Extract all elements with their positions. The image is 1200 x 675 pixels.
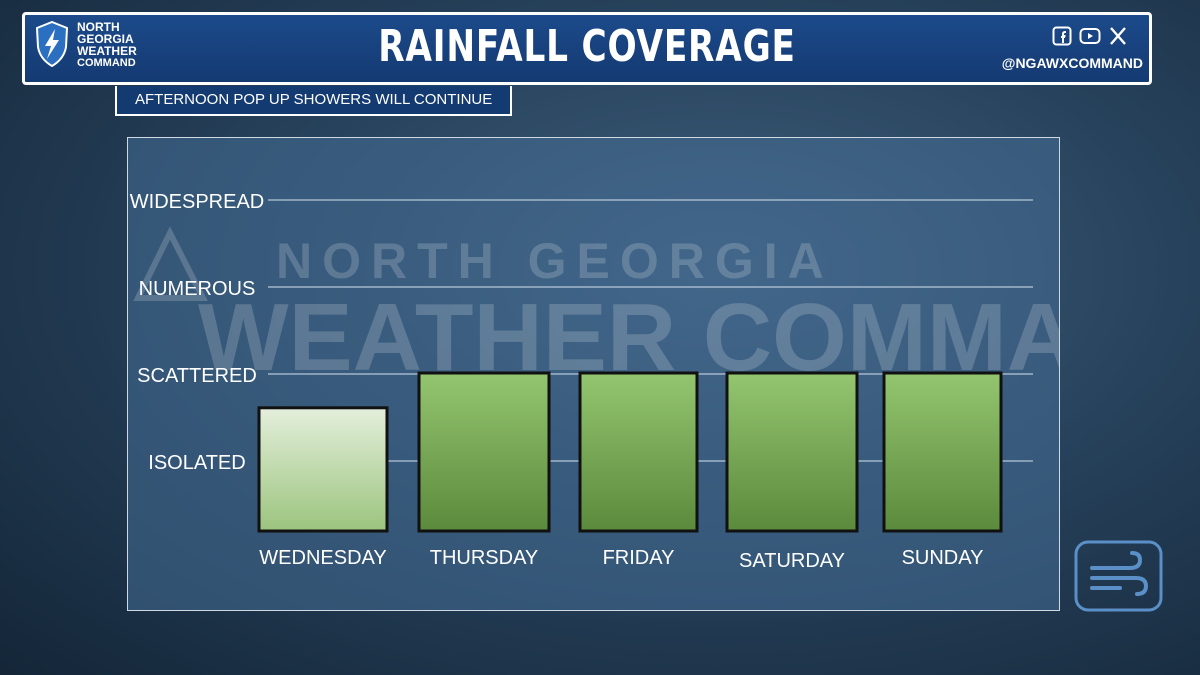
- youtube-icon[interactable]: [1079, 25, 1101, 47]
- y-tick-label: SCATTERED: [137, 365, 257, 387]
- y-tick-label: ISOLATED: [148, 452, 245, 474]
- logo-line: NORTH: [77, 20, 120, 34]
- x-tick-label: SUNDAY: [902, 547, 984, 569]
- logo-text: NORTH GEORGIA WEATHER COMMAND: [77, 21, 137, 69]
- bar-thursday: [417, 371, 551, 533]
- bar-sunday: [882, 371, 1003, 533]
- rainfall-coverage-chart: NORTH GEORGIA WEATHER COMMAND ISOLATED SC…: [130, 191, 1059, 572]
- x-tick-label: FRIDAY: [603, 547, 675, 569]
- watermark-shield-icon: [133, 226, 208, 301]
- social-icons: [1051, 25, 1129, 47]
- wind-icon[interactable]: [1074, 540, 1163, 612]
- x-tick-label: WEDNESDAY: [259, 547, 386, 569]
- header-bar: NORTH GEORGIA WEATHER COMMAND RAINFALL C…: [22, 12, 1152, 85]
- logo-line: GEORGIA: [77, 32, 134, 46]
- x-icon[interactable]: [1107, 25, 1129, 47]
- bar-saturday: [725, 371, 859, 533]
- x-tick-label: THURSDAY: [430, 547, 539, 569]
- logo-line: COMMAND: [77, 57, 136, 69]
- watermark-line1: NORTH GEORGIA: [276, 233, 834, 289]
- watermark: NORTH GEORGIA WEATHER COMMAND: [133, 226, 1059, 391]
- chart-panel: NORTH GEORGIA WEATHER COMMAND ISOLATED SC…: [127, 137, 1060, 611]
- bar-wednesday: [257, 406, 389, 533]
- y-tick-label: NUMEROUS: [139, 278, 256, 300]
- social-handle[interactable]: @NGAWXCOMMAND: [1001, 55, 1143, 71]
- x-tick-label: SATURDAY: [739, 550, 845, 572]
- logo-line: WEATHER: [77, 44, 137, 58]
- lightning-shield-icon: [35, 21, 69, 67]
- bar-friday: [578, 371, 699, 533]
- facebook-icon[interactable]: [1051, 25, 1073, 47]
- page-title: RAINFALL COVERAGE: [378, 21, 796, 72]
- subtitle-tab: AFTERNOON POP UP SHOWERS WILL CONTINUE: [115, 86, 513, 116]
- y-tick-label: WIDESPREAD: [130, 191, 264, 213]
